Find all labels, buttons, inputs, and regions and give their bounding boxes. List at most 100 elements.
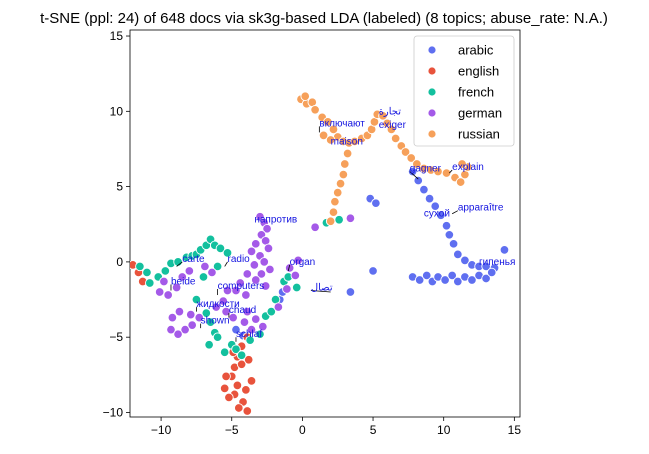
- point-german: [251, 239, 261, 249]
- point-arabic: [413, 175, 424, 186]
- legend-marker: [427, 87, 437, 97]
- point-german: [167, 312, 178, 323]
- point-german: [284, 263, 295, 273]
- point-german: [242, 269, 253, 279]
- y-tick-label: 10: [110, 104, 124, 118]
- point-german: [310, 222, 320, 233]
- point-russian: [406, 153, 416, 163]
- annotation-label: shown: [201, 316, 230, 327]
- x-tick-label: 15: [508, 423, 522, 437]
- point-french: [135, 261, 145, 272]
- point-russian: [335, 178, 346, 189]
- point-french: [191, 294, 202, 305]
- point-arabic: [440, 275, 450, 285]
- legend-label: russian: [458, 127, 500, 142]
- point-german: [273, 302, 284, 312]
- point-english: [243, 355, 254, 365]
- point-german: [186, 309, 196, 320]
- annotation-label: explain: [452, 162, 484, 173]
- point-german: [221, 306, 231, 317]
- point-french: [160, 266, 171, 276]
- legend: arabic english french german russian: [413, 35, 515, 147]
- x-tick-label: 0: [299, 423, 306, 437]
- point-russian: [330, 196, 340, 207]
- point-arabic: [486, 267, 497, 278]
- y-tick-label: 0: [116, 255, 123, 269]
- point-arabic: [460, 255, 470, 266]
- point-russian: [338, 169, 349, 180]
- annotation-label: жидкости: [196, 299, 239, 310]
- annotation-arrow: [449, 169, 453, 174]
- point-german: [258, 321, 268, 332]
- point-german: [265, 264, 275, 275]
- annotation-label: включают: [319, 118, 365, 129]
- point-arabic: [448, 239, 459, 249]
- point-german: [345, 213, 356, 223]
- point-arabic: [231, 324, 241, 335]
- legend-box: [413, 35, 515, 147]
- annotation-label: сухой: [424, 209, 450, 220]
- point-french: [219, 347, 230, 357]
- point-arabic: [430, 201, 440, 211]
- annotation-arrow: [310, 290, 331, 293]
- point-russian: [332, 187, 343, 198]
- y-tick-label: −5: [109, 330, 123, 344]
- point-arabic: [453, 276, 463, 287]
- point-german: [154, 287, 165, 297]
- point-german: [282, 284, 292, 294]
- point-german: [184, 266, 195, 276]
- point-german: [222, 285, 233, 296]
- point-russian: [455, 177, 466, 187]
- point-german: [242, 306, 253, 317]
- point-russian: [300, 91, 310, 102]
- point-russian: [340, 159, 350, 169]
- point-german: [263, 243, 274, 254]
- point-french: [236, 350, 247, 361]
- point-german: [163, 290, 173, 300]
- point-french: [266, 306, 277, 317]
- legend-marker: [427, 66, 437, 76]
- point-french: [291, 282, 302, 293]
- point-russian: [328, 124, 339, 135]
- point-german: [171, 282, 182, 293]
- point-french: [201, 308, 212, 318]
- point-arabic: [421, 270, 432, 281]
- point-german: [249, 260, 260, 270]
- annotation-arrow: [287, 264, 291, 272]
- point-english: [224, 392, 234, 403]
- point-arabic: [424, 193, 435, 204]
- point-english: [246, 376, 257, 386]
- point-arabic: [371, 198, 381, 208]
- point-french: [204, 339, 214, 350]
- annotation-label: beide: [171, 276, 196, 287]
- point-french: [245, 335, 255, 345]
- point-german: [262, 224, 272, 234]
- annotation-label: computers: [218, 281, 265, 292]
- point-french: [212, 332, 223, 342]
- x-tick-label: 10: [437, 423, 451, 437]
- point-russian: [310, 105, 320, 115]
- point-german: [180, 324, 190, 335]
- point-french: [198, 272, 209, 282]
- series-german: [154, 211, 356, 339]
- x-axis: −10 −5 0 5 10 15: [151, 417, 521, 437]
- point-german: [246, 324, 257, 335]
- point-french: [205, 317, 216, 327]
- annotation-label: carte: [182, 254, 205, 265]
- annotation-label: organ: [290, 257, 316, 268]
- point-arabic: [419, 184, 429, 195]
- point-german: [159, 276, 169, 287]
- point-russian: [325, 135, 336, 145]
- point-german: [290, 270, 301, 281]
- point-arabic: [414, 275, 425, 285]
- annotation-arrow: [409, 171, 419, 180]
- point-german: [256, 269, 267, 279]
- point-arabic: [444, 230, 455, 240]
- point-german: [177, 272, 188, 282]
- point-russian: [400, 147, 411, 157]
- point-arabic: [345, 287, 356, 297]
- point-german: [246, 246, 257, 257]
